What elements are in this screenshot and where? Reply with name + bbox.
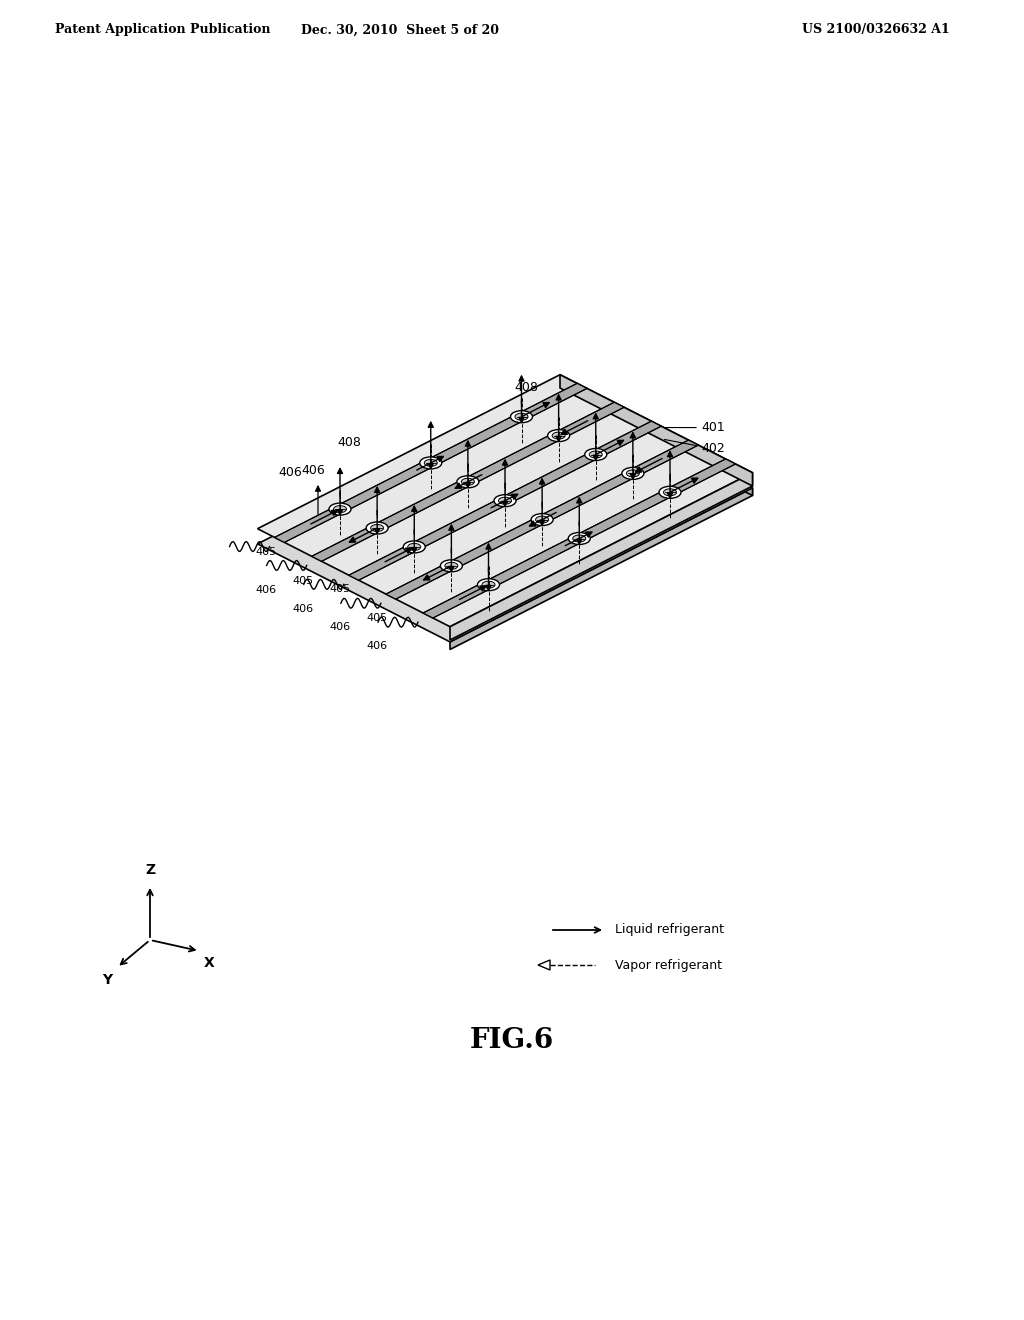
Ellipse shape xyxy=(622,467,644,479)
Text: X: X xyxy=(204,956,215,970)
Ellipse shape xyxy=(403,541,425,553)
Ellipse shape xyxy=(552,432,565,440)
Text: Vapor refrigerant: Vapor refrigerant xyxy=(615,958,722,972)
Ellipse shape xyxy=(329,503,351,515)
Text: 406: 406 xyxy=(255,585,276,594)
Polygon shape xyxy=(560,375,753,486)
Polygon shape xyxy=(450,488,753,649)
Ellipse shape xyxy=(494,495,516,507)
Text: 408: 408 xyxy=(338,436,361,449)
Text: 405: 405 xyxy=(255,546,276,557)
Ellipse shape xyxy=(334,506,346,512)
Text: Z: Z xyxy=(145,863,155,876)
Polygon shape xyxy=(257,375,753,627)
Ellipse shape xyxy=(457,475,479,488)
Ellipse shape xyxy=(536,516,549,523)
Ellipse shape xyxy=(568,532,590,544)
Polygon shape xyxy=(538,960,550,970)
Text: 406: 406 xyxy=(279,466,302,479)
Ellipse shape xyxy=(424,459,437,466)
Ellipse shape xyxy=(444,562,458,569)
Text: 406: 406 xyxy=(292,603,313,614)
Text: 406: 406 xyxy=(330,623,350,632)
Ellipse shape xyxy=(585,449,607,461)
Polygon shape xyxy=(257,389,753,642)
Ellipse shape xyxy=(548,429,569,442)
Ellipse shape xyxy=(367,521,388,535)
Ellipse shape xyxy=(572,535,586,543)
Ellipse shape xyxy=(420,457,441,469)
Text: Patent Application Publication: Patent Application Publication xyxy=(55,24,270,37)
Text: Dec. 30, 2010  Sheet 5 of 20: Dec. 30, 2010 Sheet 5 of 20 xyxy=(301,24,499,37)
Polygon shape xyxy=(274,383,587,543)
Ellipse shape xyxy=(408,544,421,550)
Text: 401: 401 xyxy=(665,421,725,434)
Text: 405: 405 xyxy=(330,585,350,594)
Ellipse shape xyxy=(462,478,474,486)
Text: Y: Y xyxy=(102,973,112,986)
Text: US 2100/0326632 A1: US 2100/0326632 A1 xyxy=(802,24,950,37)
Polygon shape xyxy=(423,459,735,618)
Ellipse shape xyxy=(499,498,512,504)
Ellipse shape xyxy=(664,488,677,496)
Ellipse shape xyxy=(511,411,532,422)
Ellipse shape xyxy=(440,560,463,572)
Text: FIG.6: FIG.6 xyxy=(470,1027,554,1053)
Text: 406: 406 xyxy=(301,465,325,477)
Polygon shape xyxy=(386,440,698,599)
Ellipse shape xyxy=(482,581,495,589)
Ellipse shape xyxy=(477,578,500,591)
Text: 402: 402 xyxy=(665,440,725,455)
Ellipse shape xyxy=(515,413,528,420)
Polygon shape xyxy=(349,421,662,581)
Polygon shape xyxy=(311,403,624,561)
Polygon shape xyxy=(560,389,753,495)
Ellipse shape xyxy=(531,513,553,525)
Text: 406: 406 xyxy=(367,642,387,651)
Text: 405: 405 xyxy=(292,576,313,586)
Ellipse shape xyxy=(589,451,602,458)
Polygon shape xyxy=(450,473,753,640)
Text: 408: 408 xyxy=(514,381,538,393)
Ellipse shape xyxy=(659,486,681,499)
Text: 405: 405 xyxy=(367,614,387,623)
Ellipse shape xyxy=(371,524,384,532)
Ellipse shape xyxy=(627,470,639,477)
Text: Liquid refrigerant: Liquid refrigerant xyxy=(615,924,724,936)
